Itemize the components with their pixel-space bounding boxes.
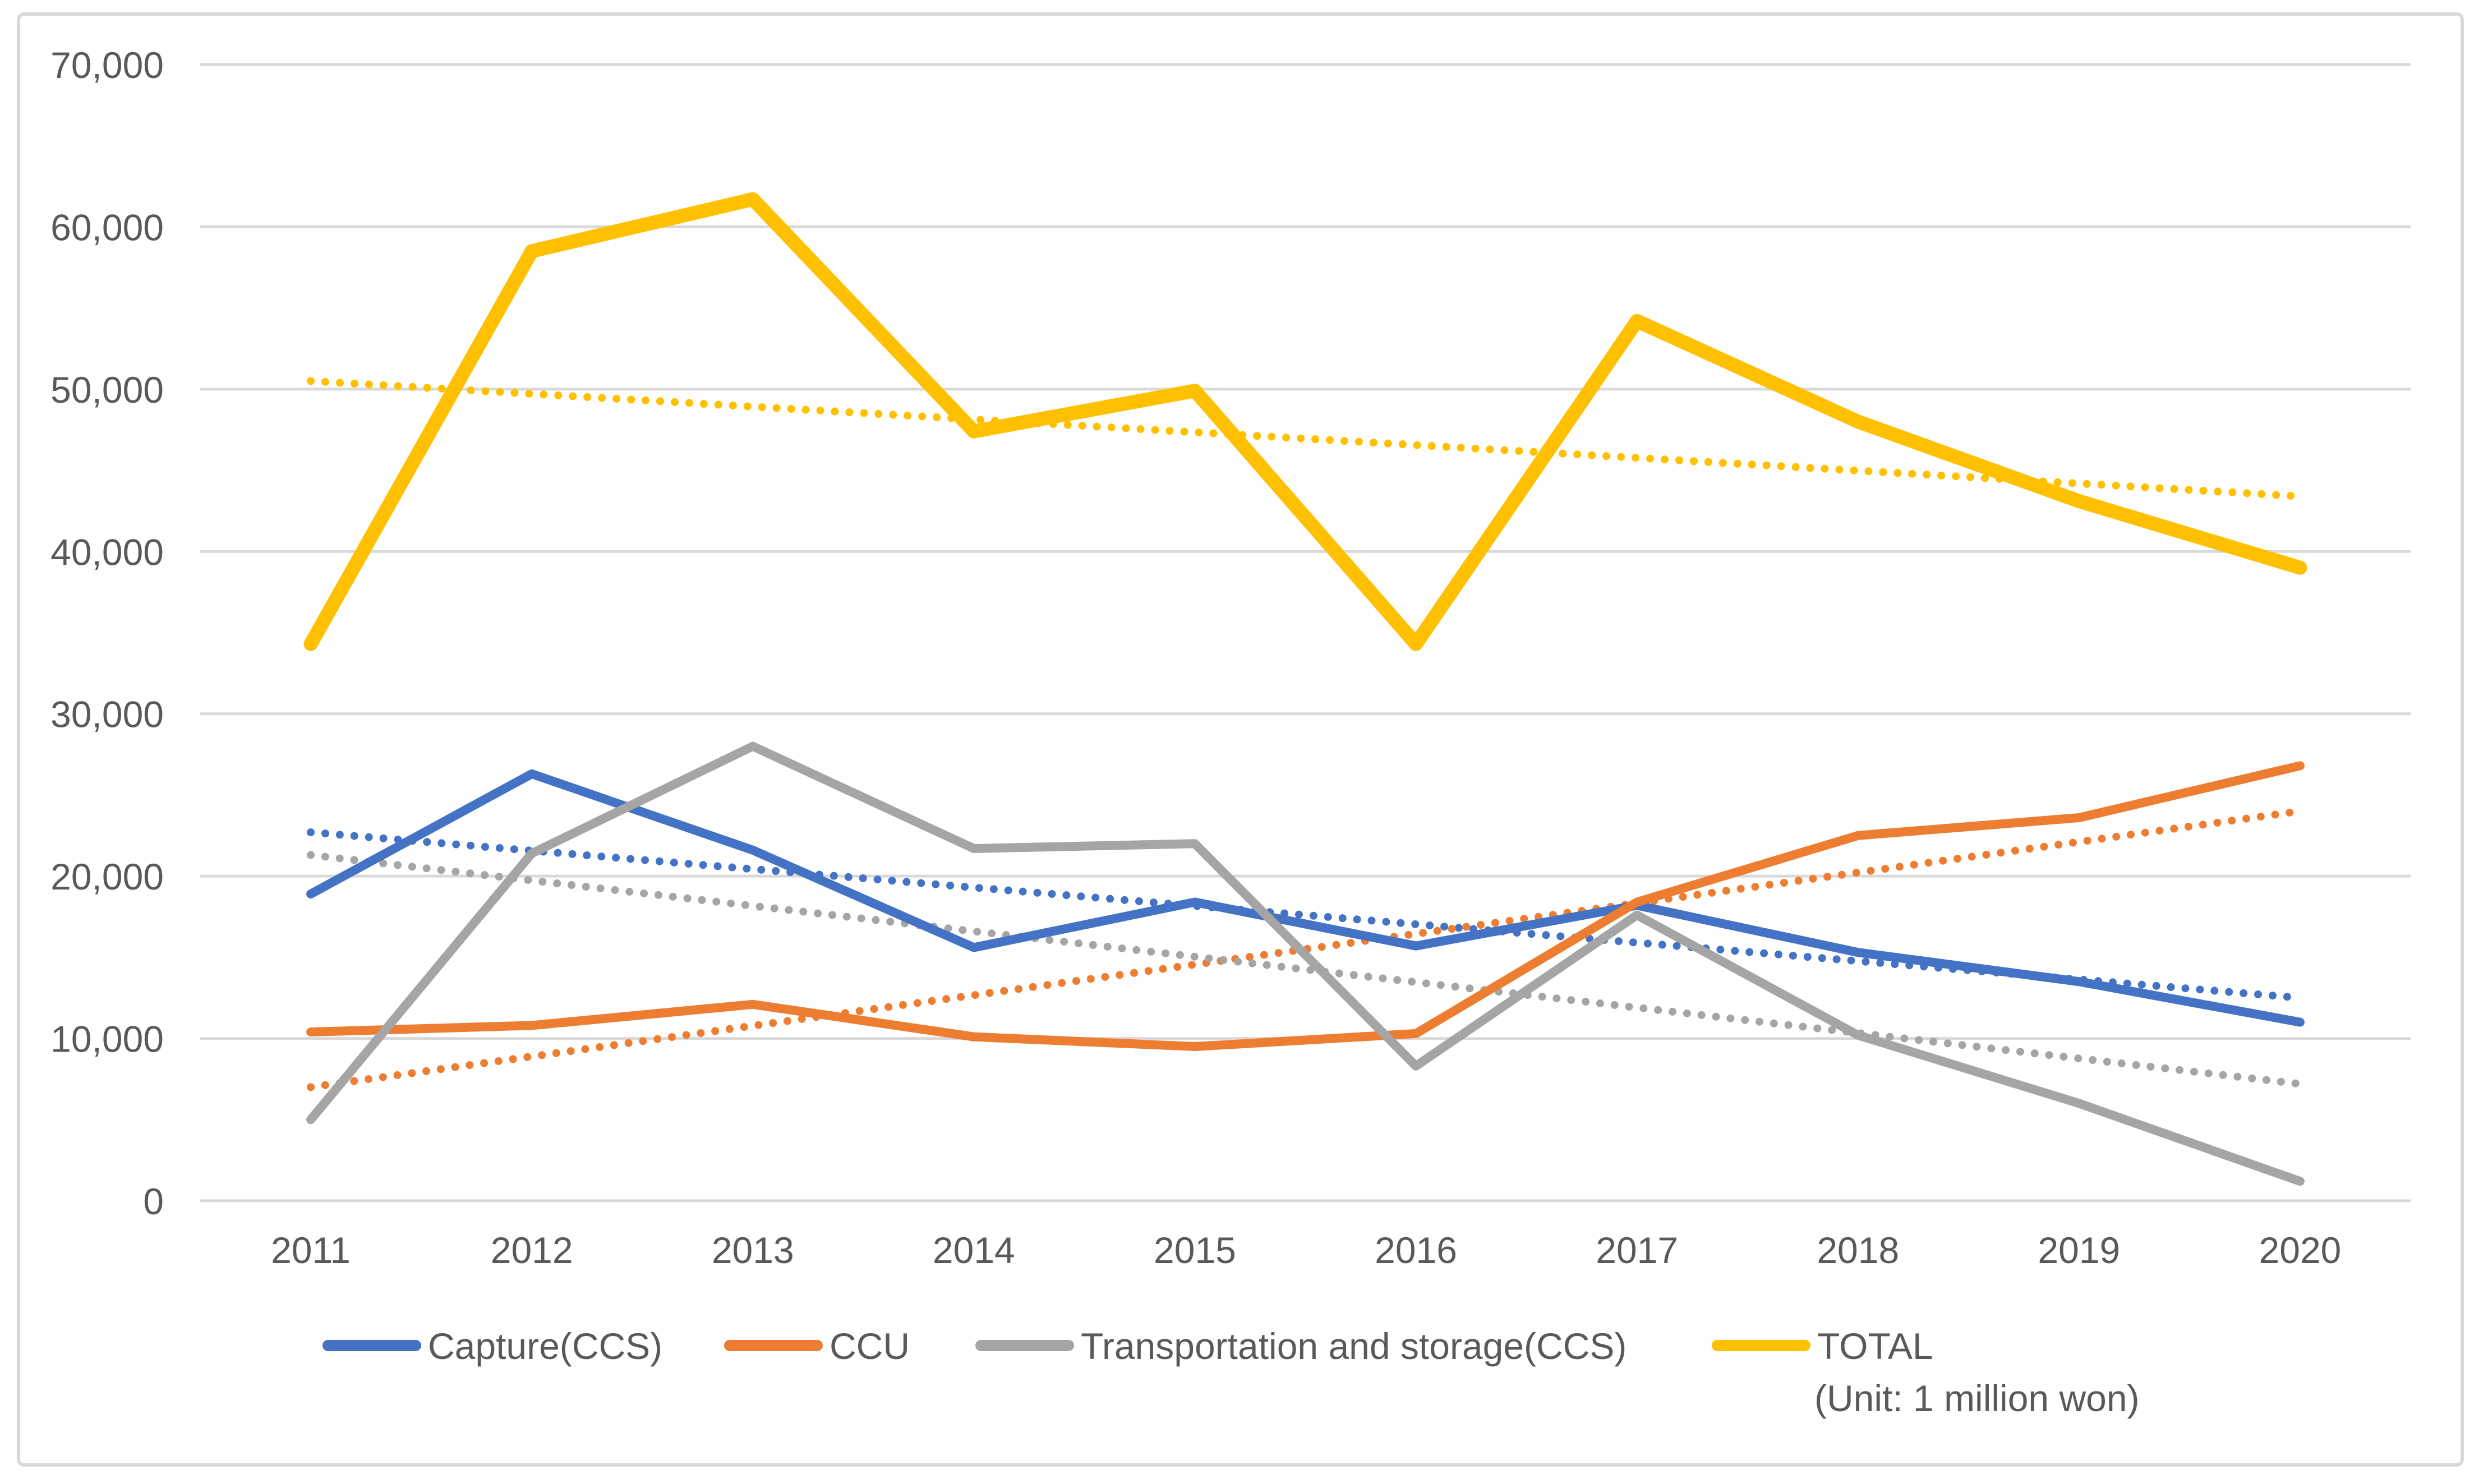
x-tick-label-2017: 2017 bbox=[1596, 1229, 1678, 1271]
x-tick-label-2012: 2012 bbox=[491, 1229, 573, 1271]
x-tick-label-2015: 2015 bbox=[1154, 1229, 1236, 1271]
x-tick-label-2013: 2013 bbox=[712, 1229, 794, 1271]
x-tick-label-2018: 2018 bbox=[1817, 1229, 1899, 1271]
x-tick-label-2016: 2016 bbox=[1375, 1229, 1457, 1271]
legend-item-ccu: CCU bbox=[724, 1325, 910, 1367]
trendlines bbox=[307, 377, 2304, 1091]
y-tick-label-10000: 10,000 bbox=[50, 1018, 164, 1060]
legend-swatch-ccu bbox=[724, 1340, 823, 1351]
x-axis-labels: 2011 2012 2013 2014 2015 2016 2017 2018 2019 2020 bbox=[271, 1229, 2341, 1271]
legend: Capture(CCS) CCU Transportation and storag… bbox=[322, 1325, 1933, 1367]
legend-label-ccu: CCU bbox=[830, 1325, 910, 1367]
legend-label-transportation-and-storage-ccs-: Transportation and storage(CCS) bbox=[1081, 1325, 1627, 1367]
series-lines bbox=[303, 192, 2307, 1186]
unit-note: (Unit: 1 million won) bbox=[1814, 1377, 2140, 1419]
y-tick-label-0: 0 bbox=[143, 1181, 164, 1222]
legend-swatch-total bbox=[1712, 1340, 1810, 1351]
legend-label-capture-ccs-: Capture(CCS) bbox=[428, 1325, 662, 1367]
legend-item-total: TOTAL bbox=[1712, 1325, 1933, 1367]
x-tick-label-2014: 2014 bbox=[933, 1229, 1015, 1271]
trendline-total bbox=[307, 377, 2304, 500]
chart-border bbox=[17, 12, 2464, 1467]
series-line-capture-ccs- bbox=[306, 769, 2305, 1027]
x-tick-label-2020: 2020 bbox=[2259, 1229, 2342, 1271]
y-tick-label-70000: 70,000 bbox=[50, 44, 164, 86]
series-line-ccu bbox=[306, 761, 2305, 1052]
y-tick-label-20000: 20,000 bbox=[50, 856, 164, 897]
legend-label-total: TOTAL bbox=[1817, 1325, 1933, 1367]
legend-item-capture-ccs-: Capture(CCS) bbox=[322, 1325, 662, 1367]
x-tick-label-2019: 2019 bbox=[2038, 1229, 2120, 1271]
y-tick-label-40000: 40,000 bbox=[50, 531, 164, 573]
legend-swatch-transportation-and-storage-ccs- bbox=[975, 1340, 1074, 1351]
y-tick-label-60000: 60,000 bbox=[50, 206, 164, 248]
series-line-transportation-and-storage-ccs- bbox=[306, 741, 2305, 1186]
gridlines bbox=[200, 63, 2411, 1202]
y-tick-label-30000: 30,000 bbox=[50, 694, 164, 735]
y-axis-labels: 0 10,000 20,000 30,000 40,000 50,000 60,000 70,… bbox=[50, 44, 164, 1222]
x-tick-label-2011: 2011 bbox=[271, 1229, 351, 1271]
legend-swatch-capture-ccs- bbox=[322, 1340, 421, 1351]
legend-item-transportation-and-storage-ccs-: Transportation and storage(CCS) bbox=[975, 1325, 1627, 1367]
trendline-transportation-and-storage-ccs- bbox=[307, 851, 2304, 1088]
y-tick-label-50000: 50,000 bbox=[50, 369, 164, 411]
series-line-total bbox=[303, 192, 2307, 651]
